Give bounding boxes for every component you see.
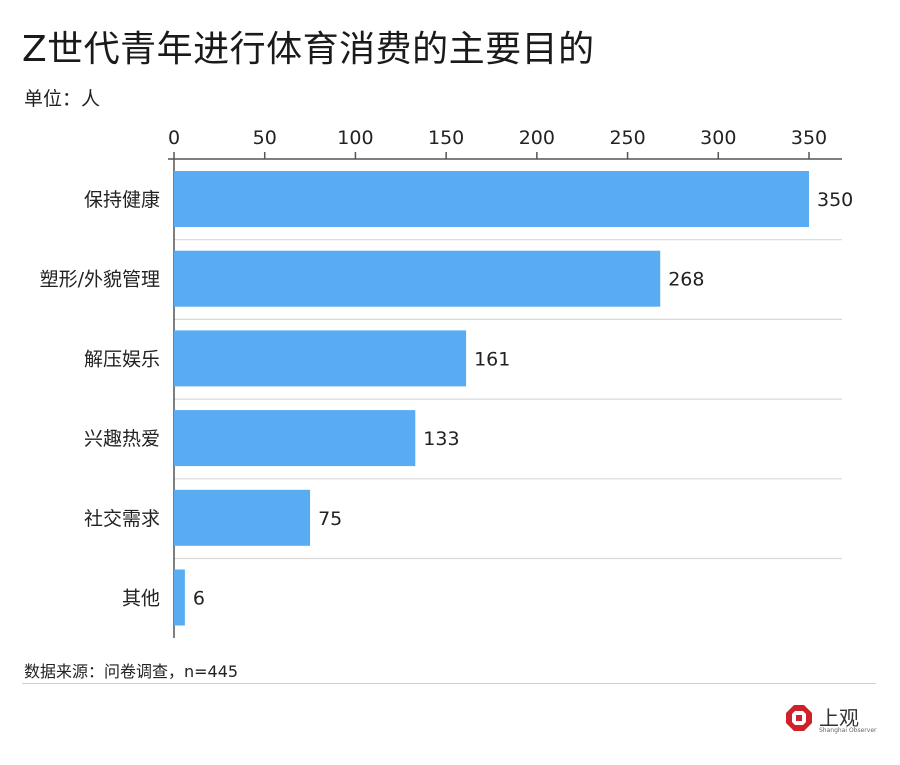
bar bbox=[174, 410, 416, 467]
data-label: 268 bbox=[668, 269, 704, 291]
bar bbox=[174, 330, 467, 387]
bar bbox=[174, 250, 661, 307]
category-label: 解压娱乐 bbox=[84, 348, 160, 370]
x-tick-label: 150 bbox=[428, 127, 464, 149]
data-label: 350 bbox=[817, 189, 853, 211]
bar bbox=[174, 489, 311, 546]
chart-title: Z世代青年进行体育消费的主要目的 bbox=[22, 29, 595, 70]
logo-subtitle: Shanghai Observer bbox=[819, 727, 877, 734]
category-label: 塑形/外貌管理 bbox=[40, 269, 160, 291]
bar bbox=[174, 171, 809, 227]
logo-mark-icon bbox=[786, 705, 812, 731]
x-tick-label: 300 bbox=[700, 127, 736, 149]
category-label: 兴趣热爱 bbox=[84, 428, 160, 450]
bar-chart: 0 50 100 150 200 250 300 350 保持健康 350 塑形/外貌管理 268 解压… bbox=[40, 127, 853, 638]
x-tick-label: 200 bbox=[519, 127, 555, 149]
logo-text: 上观 bbox=[819, 706, 859, 730]
x-tick-label: 0 bbox=[168, 127, 180, 149]
data-source: 数据来源：问卷调查，n=445 bbox=[24, 662, 239, 681]
footer-divider bbox=[22, 683, 876, 684]
x-tick-label: 250 bbox=[609, 127, 645, 149]
unit-label: 单位：人 bbox=[24, 88, 101, 110]
x-tick-label: 350 bbox=[791, 127, 827, 149]
x-tick-label: 100 bbox=[337, 127, 373, 149]
x-tick-label: 50 bbox=[253, 127, 277, 149]
category-label: 保持健康 bbox=[84, 189, 160, 211]
data-label: 75 bbox=[318, 508, 342, 530]
category-label: 社交需求 bbox=[84, 508, 160, 530]
data-label: 161 bbox=[474, 348, 510, 370]
data-label: 6 bbox=[193, 588, 205, 610]
category-label: 其他 bbox=[122, 588, 160, 610]
bar bbox=[174, 569, 185, 626]
shanghai-observer-logo: 上观 Shanghai Observer bbox=[785, 702, 877, 736]
data-label: 133 bbox=[423, 428, 459, 450]
